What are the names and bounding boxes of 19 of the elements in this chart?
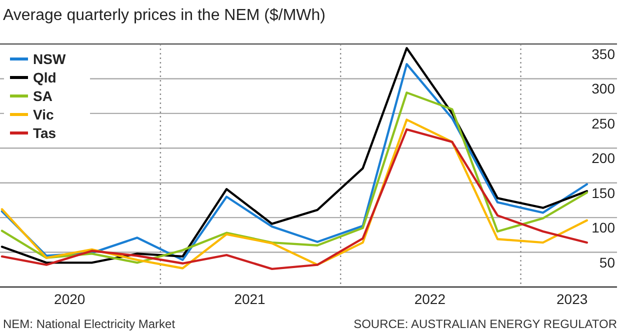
- y-tick-label: 100: [592, 220, 616, 236]
- chart-title: Average quarterly prices in the NEM ($/MWh): [3, 7, 326, 24]
- y-tick-label: 50: [599, 254, 616, 270]
- legend-label: NSW: [33, 51, 66, 67]
- y-tick-label: 150: [592, 184, 616, 201]
- legend-label: SA: [33, 88, 52, 104]
- legend-label: Qld: [33, 70, 56, 86]
- y-tick-label: 250: [592, 115, 616, 132]
- x-tick-label: 2021: [234, 291, 266, 307]
- source-note: SOURCE: AUSTRALIAN ENERGY REGULATOR: [354, 317, 618, 331]
- y-tick-label: 200: [592, 150, 616, 166]
- text: NEM: National Electricity Market: [3, 317, 176, 331]
- x-tick-label: 2022: [414, 291, 446, 307]
- y-tick-label: 350: [592, 46, 616, 62]
- x-tick-label: 2023: [556, 291, 588, 307]
- legend-label: Tas: [33, 125, 56, 141]
- legend-label: Vic: [33, 106, 54, 122]
- x-tick-label: 2020: [54, 291, 86, 307]
- y-tick-label: 300: [592, 80, 616, 97]
